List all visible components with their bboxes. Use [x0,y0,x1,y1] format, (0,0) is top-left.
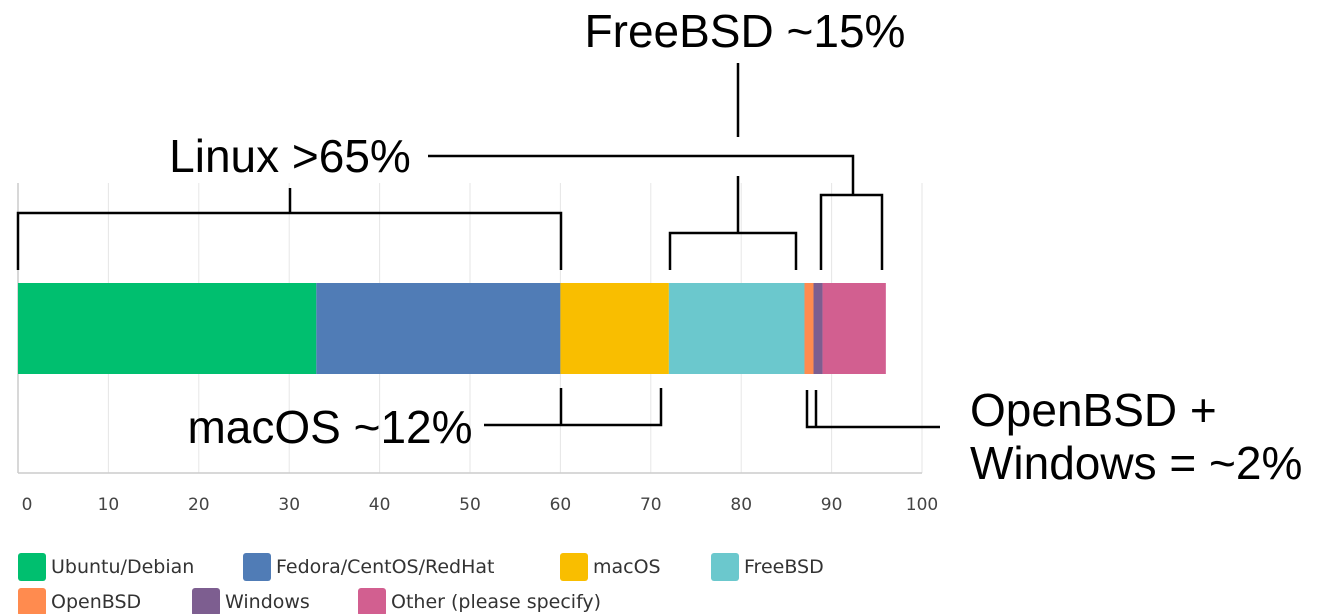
legend-swatch-windows [192,588,220,614]
bracket-linux [16,188,563,270]
x-tick-label: 0 [22,495,33,515]
legend-swatch-ubuntu-debian [18,553,46,581]
bracket-macos [484,388,663,427]
annotation-openbsd-windows-line2: Windows = ~2% [970,437,1302,489]
legend-label-fedora-centos-redhat: Fedora/CentOS/RedHat [276,556,494,578]
legend-swatch-macos [560,553,588,581]
legend: Ubuntu/Debian Fedora/CentOS/RedHat macOS Fr… [18,553,824,614]
legend-label-freebsd: FreeBSD [744,556,824,578]
annotation-freebsd: FreeBSD ~15% [585,5,906,57]
x-tick-label: 10 [98,495,120,515]
legend-swatch-fedora-centos-redhat [243,553,271,581]
legend-label-macos: macOS [593,556,661,578]
bracket-freebsd [668,176,798,270]
x-tick-labels: 0 10 20 30 40 50 60 70 80 90 100 [22,495,939,515]
annotation-brackets [16,63,940,429]
bar-segment-macos [560,283,669,374]
x-tick-label: 20 [188,495,210,515]
x-tick-label: 90 [821,495,843,515]
bar-segment-freebsd [668,283,805,374]
legend-swatch-freebsd [711,553,739,581]
annotation-linux: Linux >65% [169,130,411,182]
x-tick-label: 80 [730,495,752,515]
legend-label-other-please-specify: Other (please specify) [391,591,601,613]
bar-segment-fedora-centos-redhat [316,283,561,374]
x-tick-label: 40 [369,495,391,515]
bar-segment-ubuntu-debian [18,283,317,374]
annotation-openbsd-windows-line1: OpenBSD + [970,384,1217,436]
x-tick-label: 50 [459,495,481,515]
bracket-other [819,193,884,270]
x-tick-label: 70 [640,495,662,515]
legend-label-ubuntu-debian: Ubuntu/Debian [51,556,194,578]
legend-swatch-openbsd [18,588,46,614]
x-tick-label: 30 [278,495,300,515]
x-tick-label: 60 [550,495,572,515]
bar-segment-windows [813,283,823,374]
legend-label-windows: Windows [225,591,310,613]
annotation-macos: macOS ~12% [187,401,472,453]
bar-segment-openbsd [804,283,814,374]
bar-segment-other-please-specify [822,283,886,374]
legend-swatch-other-please-specify [358,588,386,614]
annotations: Linux >65% FreeBSD ~15% macOS ~12% OpenB… [169,5,1302,489]
x-tick-label: 100 [906,495,938,515]
bracket-openbsd-windows [805,390,940,429]
connector-linux-other [428,154,855,195]
bar-segments [18,283,886,374]
legend-label-openbsd: OpenBSD [51,591,141,613]
